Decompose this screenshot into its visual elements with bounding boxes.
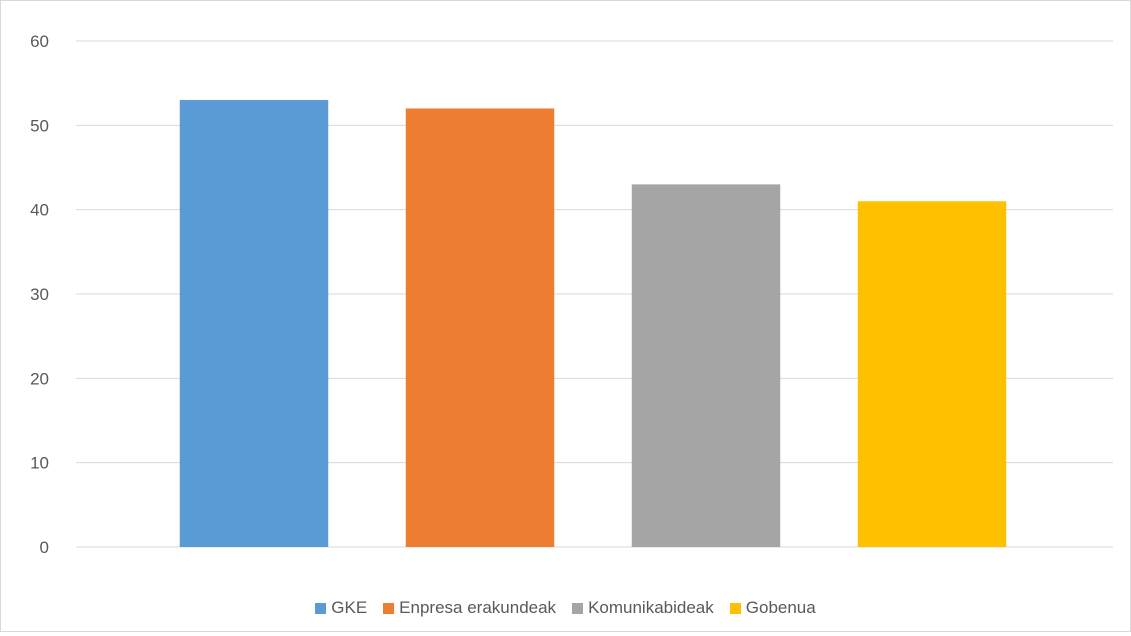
legend-swatch [315, 602, 327, 614]
legend: GKE Enpresa erakundeak Komunikabideak Goben… [0, 596, 1131, 620]
legend-label: Komunikabideak [588, 598, 714, 617]
y-tick-label: 40 [30, 201, 49, 220]
legend-item: Gobenua [729, 598, 816, 618]
legend-swatch [383, 602, 395, 614]
y-tick-label: 20 [30, 369, 49, 388]
legend-label: Enpresa erakundeak [399, 598, 557, 617]
legend-swatch [729, 602, 741, 614]
legend-swatch [572, 602, 584, 614]
y-tick-label: 0 [40, 538, 49, 557]
y-tick-label: 30 [30, 285, 49, 304]
bars [179, 100, 1007, 548]
bar-gobenua [857, 201, 1007, 547]
y-tick-label: 10 [30, 454, 49, 473]
bar-komunikabideak [631, 184, 781, 547]
legend-label: GKE [331, 598, 368, 617]
legend-label: Gobenua [745, 598, 816, 617]
legend-item: Enpresa erakundeak [383, 598, 556, 618]
y-tick-label: 60 [30, 32, 49, 51]
legend-item: GKE [315, 598, 367, 618]
y-tick-label: 50 [30, 116, 49, 135]
y-axis-ticks: 0 10 20 30 40 50 60 [30, 32, 49, 557]
bar-enpresa-erakundeak [405, 108, 555, 547]
legend-item: Komunikabideak [572, 598, 714, 618]
bar-gke [179, 100, 329, 548]
